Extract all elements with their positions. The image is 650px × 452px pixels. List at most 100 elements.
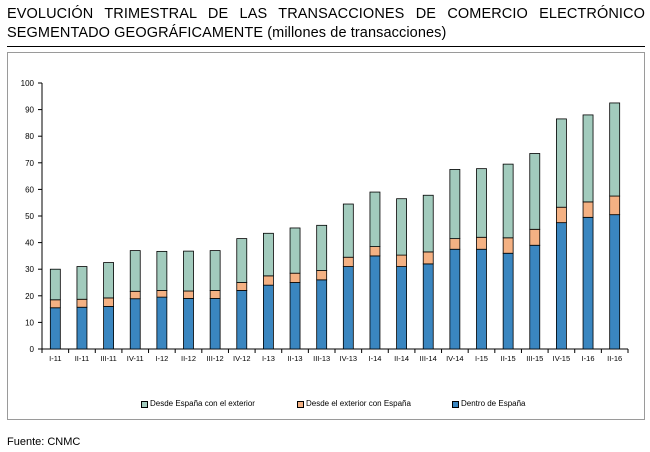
bar-segment-2 [236,282,248,291]
y-tick-label: 20 [25,292,34,301]
y-tick-label: 30 [25,265,34,274]
bar-segment-3 [129,250,141,292]
x-tick-label: I-11 [49,354,61,363]
bar-segment-2 [183,290,194,299]
bar-segment-1 [289,282,301,350]
y-tick-label: 50 [25,212,34,221]
x-tick-label: II-13 [288,354,303,363]
bar-segment-2 [103,297,114,307]
bar-segment-2 [289,272,301,283]
bar-segment-3 [49,268,61,301]
y-tick-label: 60 [25,185,34,194]
bar-segment-2 [316,270,328,281]
legend-item: Desde España con el exterior [141,398,255,410]
x-tick-label: I-16 [582,354,595,363]
bar-segment-1 [76,306,88,350]
bar-segment-3 [476,168,487,238]
x-tick-label: I-15 [475,354,488,363]
bar-segment-2 [156,290,168,298]
legend-swatch [141,400,148,408]
legend-item: Dentro de España [452,398,526,410]
bar-segment-2 [476,236,487,250]
x-tick-label: III-15 [526,354,543,363]
bar-segment-3 [556,118,567,208]
bar-segment-3 [263,232,274,277]
chart-title-line2: SEGMENTADO GEOGRÁFICAMENTE (millones de … [7,24,645,43]
source-note: Fuente: CNMC [7,436,81,448]
x-tick-label: II-14 [394,354,409,363]
x-tick-label: I-13 [262,354,275,363]
legend-swatch [452,400,459,408]
legend-label: Desde el exterior con España [306,399,411,408]
x-tick-label: II-11 [75,354,89,363]
y-tick-label: 80 [25,132,34,141]
y-tick-label: 100 [21,79,35,88]
x-tick-label: IV-12 [233,354,251,363]
x-tick-label: I-14 [368,354,381,363]
legend-item: Desde el exterior con España [297,398,411,410]
bar-segment-2 [502,237,514,254]
bar-segment-3 [76,266,88,300]
x-tick-label: IV-15 [553,354,571,363]
bar-segment-1 [183,298,194,350]
bar-segment-1 [156,296,168,350]
bar-segment-3 [422,194,434,253]
x-tick-label: II-16 [607,354,622,363]
x-tick-label: II-15 [501,354,516,363]
bar-segment-1 [422,263,434,350]
bar-segment-3 [209,250,221,291]
bar-segment-1 [529,244,541,350]
bar-segment-3 [449,169,461,240]
title-separator [7,46,645,47]
y-tick-label: 40 [25,239,34,248]
x-tick-label: IV-14 [446,354,464,363]
bar-segment-2 [529,228,541,246]
bar-segment-2 [263,275,274,286]
chart-legend: Desde España con el exterior Desde el ext… [0,398,650,412]
bar-segment-2 [209,290,221,299]
bar-segment-2 [582,201,594,218]
bar-segment-1 [582,216,594,350]
y-tick-label: 70 [25,159,34,168]
bar-segment-3 [609,102,621,197]
x-tick-label: III-12 [207,354,224,363]
bar-segment-1 [49,307,61,350]
bar-segment-3 [502,163,514,239]
x-tick-label: II-12 [181,354,196,363]
bar-segment-1 [209,298,221,350]
y-tick-label: 10 [25,318,34,327]
bar-segment-1 [316,279,328,350]
bar-segment-2 [129,290,141,300]
bar-segment-2 [49,299,61,309]
bar-segment-2 [342,256,354,267]
chart-title: EVOLUCIÓN TRIMESTRAL DE LAS TRANSACCIONE… [7,5,645,43]
bar-segment-2 [369,246,381,257]
bar-segment-2 [449,238,461,250]
y-tick-label: 90 [25,106,34,115]
x-tick-label: IV-13 [340,354,358,363]
bar-segment-3 [529,153,541,230]
bar-segment-1 [609,214,621,350]
bar-segment-2 [422,251,434,265]
bar-segment-3 [183,250,194,292]
stacked-bar-chart: 0 10 20 30 40 50 60 70 80 90 100 I-11 II-11 III-11 IV-… [21,79,629,363]
bar-segment-1 [449,248,461,350]
chart-title-line1: EVOLUCIÓN TRIMESTRAL DE LAS TRANSACCIONE… [7,6,645,22]
bar-segment-3 [342,203,354,258]
bar-segment-1 [342,266,354,350]
bar-segment-3 [103,262,114,299]
x-tick-label: I-12 [155,354,168,363]
bar-segment-1 [369,255,381,350]
bar-segment-3 [396,198,407,256]
legend-label: Desde España con el exterior [150,399,255,408]
legend-label: Dentro de España [461,399,526,408]
bar-segment-3 [156,250,168,291]
y-tick-label: 0 [30,345,35,354]
x-tick-label: III-11 [100,354,117,363]
x-tick-label: III-14 [420,354,437,363]
bar-segment-2 [556,206,567,224]
bar-segment-1 [263,284,274,350]
x-tick-label: III-13 [313,354,330,363]
bar-segment-3 [316,224,328,271]
bar-segment-1 [236,290,248,350]
